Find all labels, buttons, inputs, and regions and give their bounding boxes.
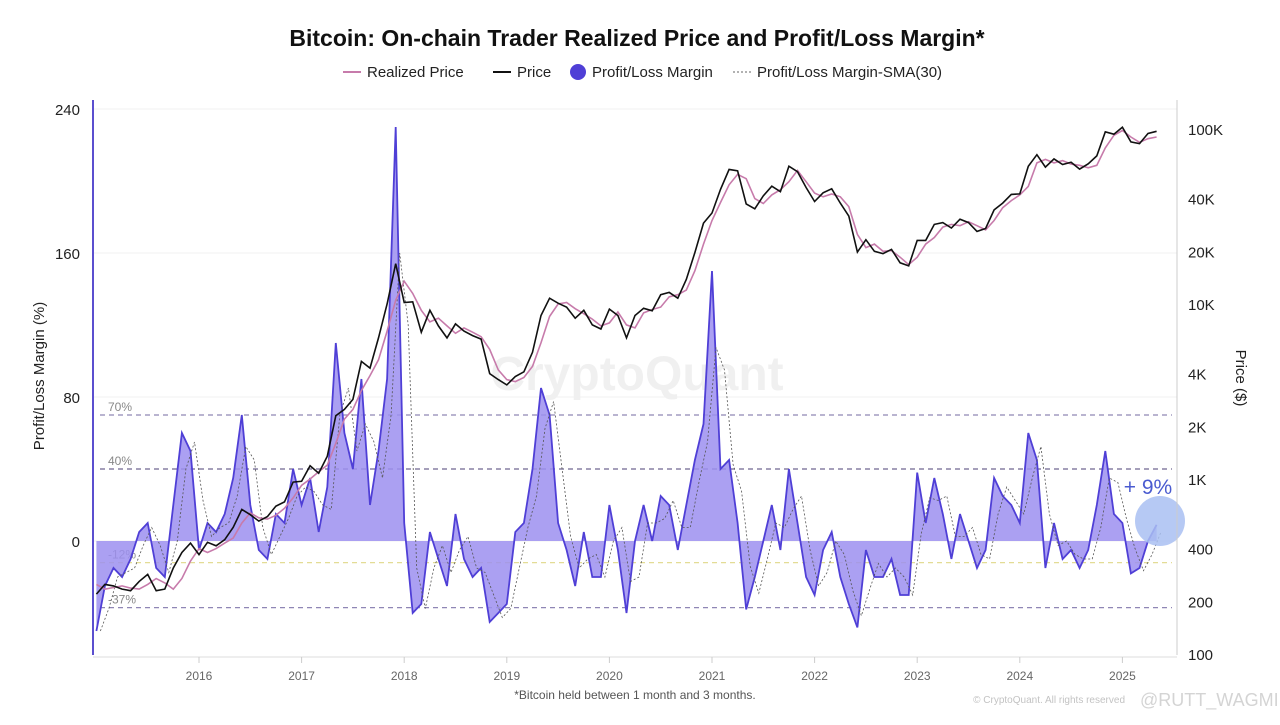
copyright-watermark: © CryptoQuant. All rights reserved: [973, 695, 1125, 706]
legend-label: Price: [517, 64, 551, 81]
x-tick-label: 2016: [186, 669, 213, 683]
x-tick-label: 2019: [493, 669, 520, 683]
legend-label: Profit/Loss Margin-SMA(30): [757, 64, 942, 81]
price-line: [95, 125, 1157, 595]
y-right-tick-label: 40K: [1188, 192, 1215, 209]
y-right-tick-label: 100K: [1188, 122, 1223, 139]
legend-item: Price: [493, 64, 551, 81]
margin-line: [95, 126, 1158, 632]
x-tick-label: 2022: [801, 669, 828, 683]
annotation-marker: [1135, 496, 1185, 546]
y-axis-left-label: Profit/Loss Margin (%): [31, 302, 48, 450]
x-tick-label: 2020: [596, 669, 623, 683]
y-right-tick-label: 4K: [1188, 367, 1206, 384]
level-label: -37%: [108, 593, 136, 607]
x-tick-label: 2021: [699, 669, 726, 683]
y-right-tick-label: 20K: [1188, 244, 1215, 261]
y-left-tick-label: 160: [55, 246, 80, 263]
watermark: CryptoQuant: [490, 348, 783, 401]
grid: [93, 108, 1177, 542]
x-tick-label: 2024: [1006, 669, 1033, 683]
legend-label: Profit/Loss Margin: [592, 64, 713, 81]
plot-area: + 9%: [95, 125, 1185, 632]
y-right-tick-label: 400: [1188, 542, 1213, 559]
x-tick-label: 2017: [288, 669, 315, 683]
y-left-tick-label: 0: [72, 534, 80, 551]
x-tick-label: 2023: [904, 669, 931, 683]
legend-swatch-dot: [570, 64, 586, 80]
x-tick-label: 2018: [391, 669, 418, 683]
axes: 0 80 160 240 100 200 400 1K 2K 4K 10K 20K 40K 100K 201…: [55, 100, 1223, 683]
level-label: 40%: [108, 454, 132, 468]
realized-price-line: [96, 129, 1157, 591]
y-right-tick-label: 2K: [1188, 419, 1206, 436]
y-right-tick-label: 10K: [1188, 297, 1215, 314]
x-tick-label: 2025: [1109, 669, 1136, 683]
y-right-tick-label: 1K: [1188, 472, 1206, 489]
y-right-tick-label: 100: [1188, 647, 1213, 664]
legend-label: Realized Price: [367, 64, 464, 81]
y-axis-right-label: Price ($): [1232, 350, 1249, 407]
annotation-label: + 9%: [1124, 476, 1172, 499]
y-right-tick-label: 200: [1188, 594, 1213, 611]
y-left-tick-label: 240: [55, 102, 80, 119]
legend-item: Realized Price: [343, 64, 464, 81]
level-label: 70%: [108, 400, 132, 414]
legend: Realized Price Price Profit/Loss Margin Pro…: [343, 64, 942, 81]
margin-sma-line: [100, 252, 1161, 632]
margin-area: [96, 127, 1157, 631]
y-left-tick-label: 80: [63, 390, 80, 407]
credit-watermark: @RUTT_WAGMI: [1140, 690, 1279, 711]
legend-item: Profit/Loss Margin: [570, 64, 713, 81]
footnote: *Bitcoin held between 1 month and 3 mont…: [514, 688, 756, 702]
chart-title: Bitcoin: On-chain Trader Realized Price …: [289, 25, 984, 51]
legend-item: Profit/Loss Margin-SMA(30): [733, 64, 942, 81]
